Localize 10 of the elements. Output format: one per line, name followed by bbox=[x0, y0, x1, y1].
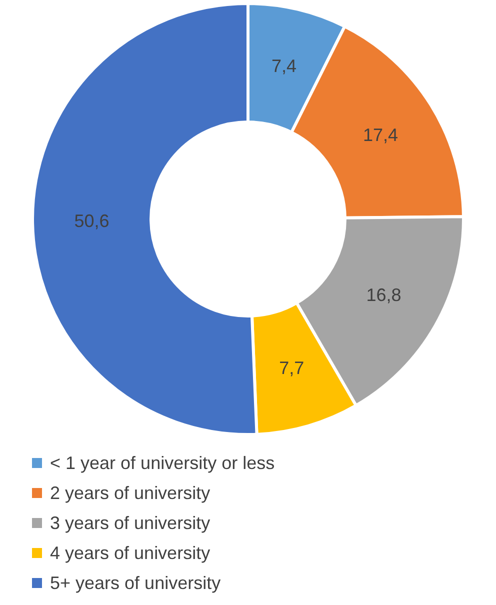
legend-label: 3 years of university bbox=[50, 512, 210, 534]
data-label: 7,7 bbox=[279, 358, 304, 378]
legend-label: 2 years of university bbox=[50, 482, 210, 504]
data-label: 16,8 bbox=[366, 285, 402, 306]
legend-label: 4 years of university bbox=[50, 542, 210, 564]
data-label: 17,4 bbox=[363, 125, 398, 146]
data-label: 7,4 bbox=[272, 56, 297, 76]
legend-label: < 1 year of university or less bbox=[50, 452, 275, 474]
legend-label: 5+ years of university bbox=[50, 572, 221, 594]
data-label: 50,6 bbox=[74, 211, 110, 232]
